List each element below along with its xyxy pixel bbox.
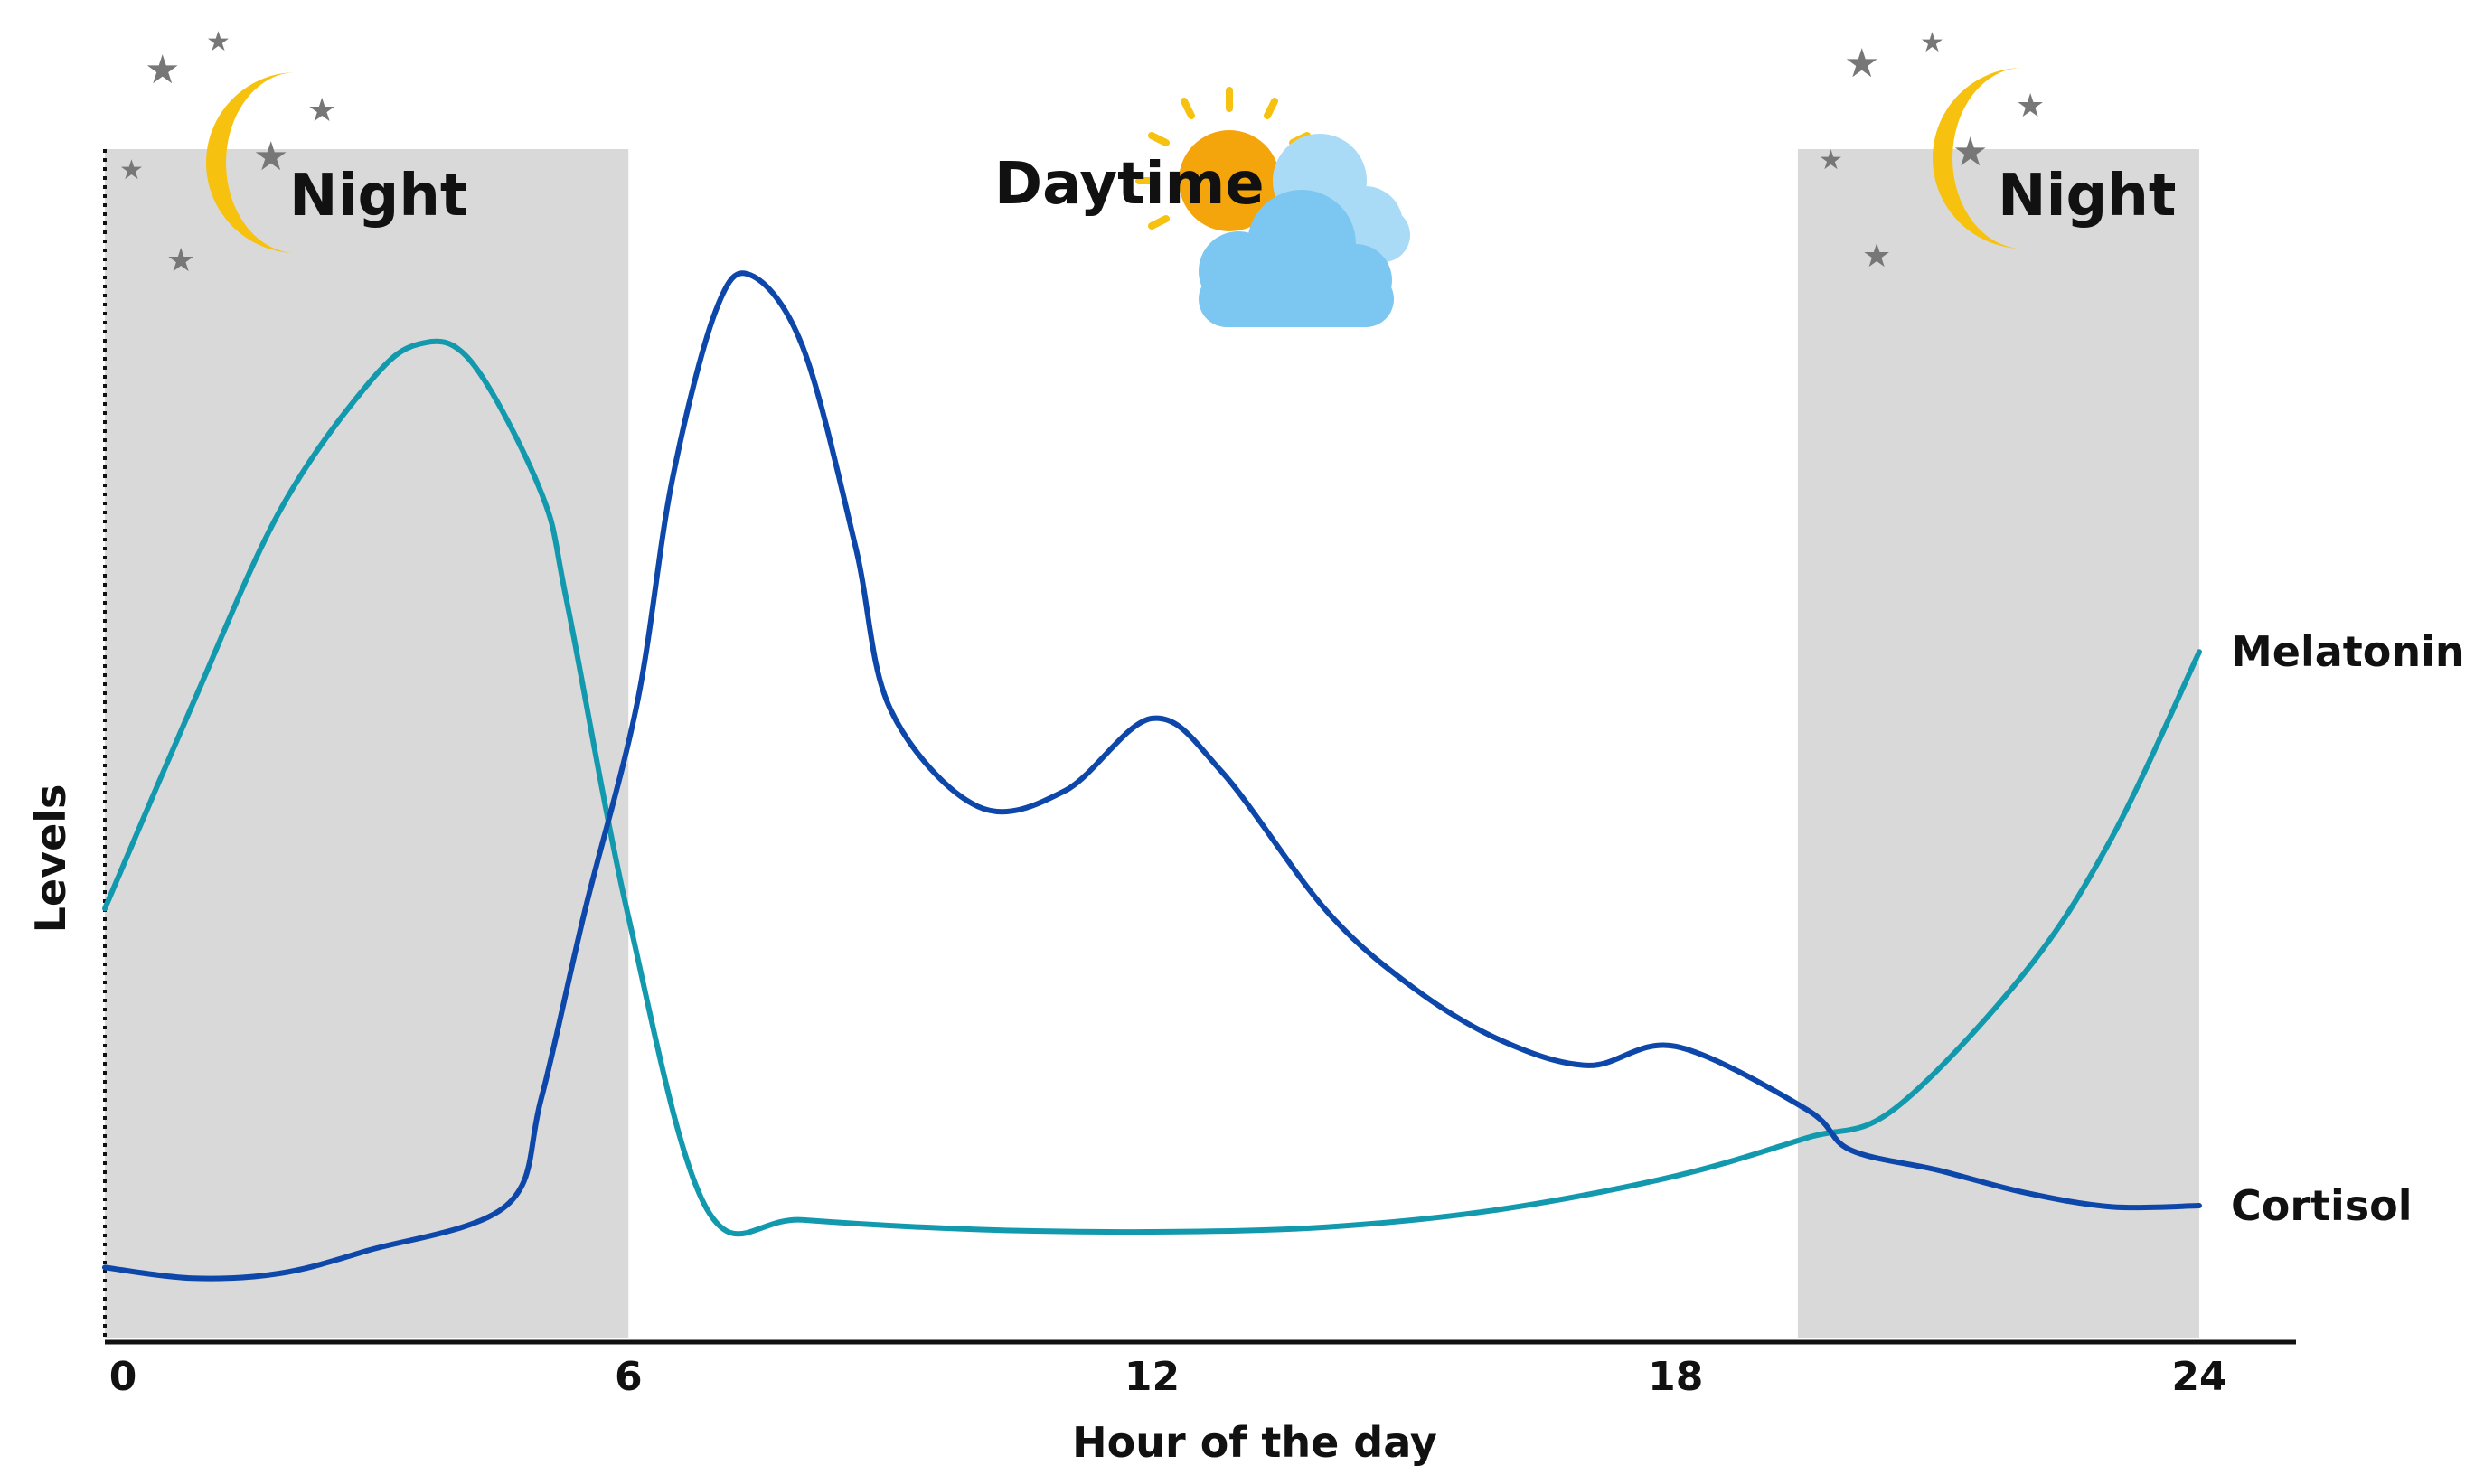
x-tick-label: 18: [1648, 1354, 1703, 1400]
labels: Night Daytime Night Melatonin Cortisol 0 6 12 18…: [26, 151, 2465, 1467]
svg-text:★: ★: [119, 155, 144, 186]
x-tick-label: 24: [2171, 1354, 2226, 1400]
daytime-label: Daytime: [994, 151, 1265, 218]
svg-text:★: ★: [1819, 145, 1843, 176]
region-icons: ★ ★ ★ ★ ★ ★: [119, 26, 2045, 327]
melatonin-line: [102, 338, 2202, 1237]
svg-text:★: ★: [145, 47, 180, 93]
x-tick-label: 6: [615, 1354, 643, 1400]
x-axis-title: Hour of the day: [1072, 1418, 1437, 1467]
night-label: Night: [1998, 163, 2176, 230]
axes: [103, 149, 2296, 1345]
series-label-melatonin: Melatonin: [2231, 627, 2465, 676]
svg-text:★: ★: [307, 92, 336, 129]
x-tick-label: 0: [109, 1354, 137, 1400]
svg-text:★: ★: [1844, 41, 1879, 87]
svg-text:★: ★: [1862, 238, 1891, 275]
night-region-shade: [105, 149, 629, 1338]
moon-stars-icon: ★ ★ ★ ★ ★ ★: [1819, 27, 2045, 275]
moon-stars-icon: ★ ★ ★ ★ ★ ★: [119, 26, 336, 279]
series-lines: [102, 270, 2202, 1282]
svg-text:★: ★: [166, 242, 195, 279]
night-label: Night: [289, 163, 467, 230]
svg-text:★: ★: [2016, 88, 2045, 125]
series-label-cortisol: Cortisol: [2231, 1181, 2413, 1230]
night-region-shade: [1797, 149, 2199, 1338]
svg-text:★: ★: [1952, 129, 1988, 175]
svg-text:★: ★: [206, 26, 231, 58]
sun-clouds-icon: [1135, 87, 1410, 327]
night-regions: [105, 149, 2199, 1338]
y-axis-title: Levels: [26, 784, 75, 934]
svg-text:★: ★: [1920, 27, 1944, 59]
cortisol-line: [102, 270, 2202, 1282]
x-tick-label: 12: [1124, 1354, 1180, 1400]
svg-text:★: ★: [253, 134, 288, 180]
